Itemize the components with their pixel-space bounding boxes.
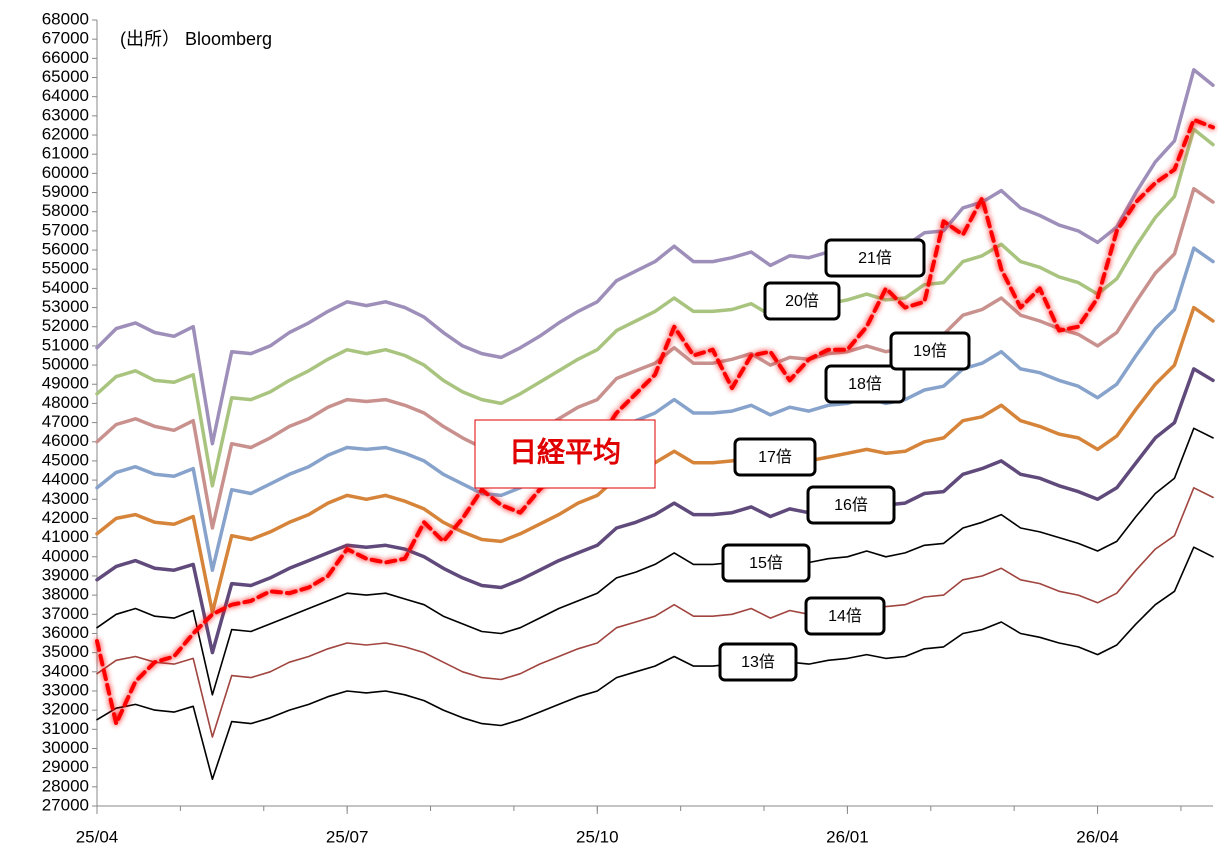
series-label-box xyxy=(889,331,971,371)
series-label-box xyxy=(718,642,798,682)
x-tick-label: 26/04 xyxy=(1076,827,1119,846)
y-tick-label: 41000 xyxy=(42,527,89,546)
y-tick-label: 54000 xyxy=(42,278,89,297)
nikkei-line xyxy=(95,117,1215,726)
y-tick-label: 67000 xyxy=(42,29,89,48)
y-tick-label: 56000 xyxy=(42,240,89,259)
y-tick-label: 28000 xyxy=(42,776,89,795)
y-tick-label: 55000 xyxy=(42,259,89,278)
y-tick-label: 45000 xyxy=(42,450,89,469)
per-line xyxy=(95,246,1215,572)
series-label-box xyxy=(804,596,886,636)
series-label: 19倍 xyxy=(913,342,947,360)
y-tick-label: 35000 xyxy=(42,642,89,661)
series-label-box xyxy=(806,485,896,525)
y-tick-label: 60000 xyxy=(42,163,89,182)
x-tick-label: 25/07 xyxy=(326,827,369,846)
x-tick-label: 25/04 xyxy=(76,827,119,846)
per-line xyxy=(95,367,1215,655)
y-tick-label: 48000 xyxy=(42,393,89,412)
y-tick-label: 53000 xyxy=(42,297,89,316)
y-tick-label: 39000 xyxy=(42,565,89,584)
y-tick-label: 34000 xyxy=(42,661,89,680)
y-tick-label: 63000 xyxy=(42,105,89,124)
y-tick-label: 38000 xyxy=(42,585,89,604)
y-tick-label: 50000 xyxy=(42,355,89,374)
nikkei-label-box xyxy=(474,419,656,489)
per-line xyxy=(95,127,1215,488)
y-tick-label: 61000 xyxy=(42,144,89,163)
y-tick-label: 49000 xyxy=(42,374,89,393)
y-tick-label: 43000 xyxy=(42,489,89,508)
y-tick-label: 46000 xyxy=(42,431,89,450)
y-tick-label: 51000 xyxy=(42,335,89,354)
y-tick-label: 57000 xyxy=(42,220,89,239)
source-note: (出所） Bloomberg xyxy=(120,29,272,49)
y-tick-label: 40000 xyxy=(42,546,89,565)
y-tick-label: 37000 xyxy=(42,604,89,623)
series-label: 20倍 xyxy=(785,292,819,310)
y-tick-label: 59000 xyxy=(42,182,89,201)
y-tick-label: 44000 xyxy=(42,470,89,489)
per-line xyxy=(95,186,1215,530)
y-tick-label: 31000 xyxy=(42,719,89,738)
series-label-box xyxy=(824,364,906,404)
x-tick-label: 26/01 xyxy=(826,827,869,846)
y-tick-label: 42000 xyxy=(42,508,89,527)
y-tick-label: 29000 xyxy=(42,757,89,776)
series-label-box xyxy=(721,543,811,583)
per-line xyxy=(96,487,1214,738)
y-tick-label: 47000 xyxy=(42,412,89,431)
nikkei-label: 日経平均 xyxy=(509,435,621,468)
per-line xyxy=(96,546,1214,780)
series-label: 15倍 xyxy=(749,554,783,572)
series-label: 14倍 xyxy=(828,607,862,625)
y-tick-label: 58000 xyxy=(42,201,89,220)
y-tick-label: 62000 xyxy=(42,125,89,144)
series-label: 17倍 xyxy=(758,448,792,466)
y-tick-label: 52000 xyxy=(42,316,89,335)
series-label-box xyxy=(824,238,926,278)
y-tick-label: 27000 xyxy=(42,795,89,814)
y-tick-label: 64000 xyxy=(42,86,89,105)
y-tick-label: 68000 xyxy=(42,9,89,28)
y-tick-label: 30000 xyxy=(42,738,89,757)
y-tick-label: 32000 xyxy=(42,700,89,719)
series-label: 16倍 xyxy=(834,496,868,514)
per-line xyxy=(95,68,1215,446)
y-tick-label: 33000 xyxy=(42,680,89,699)
y-tick-label: 36000 xyxy=(42,623,89,642)
series-label-box xyxy=(733,437,817,477)
y-tick-label: 66000 xyxy=(42,48,89,67)
series-label: 21倍 xyxy=(858,249,892,267)
y-tick-label: 65000 xyxy=(42,67,89,86)
series-label: 18倍 xyxy=(848,375,882,393)
x-tick-label: 25/10 xyxy=(576,827,619,846)
per-line xyxy=(96,427,1214,696)
series-label-box xyxy=(763,281,841,321)
series-label: 13倍 xyxy=(741,653,775,671)
